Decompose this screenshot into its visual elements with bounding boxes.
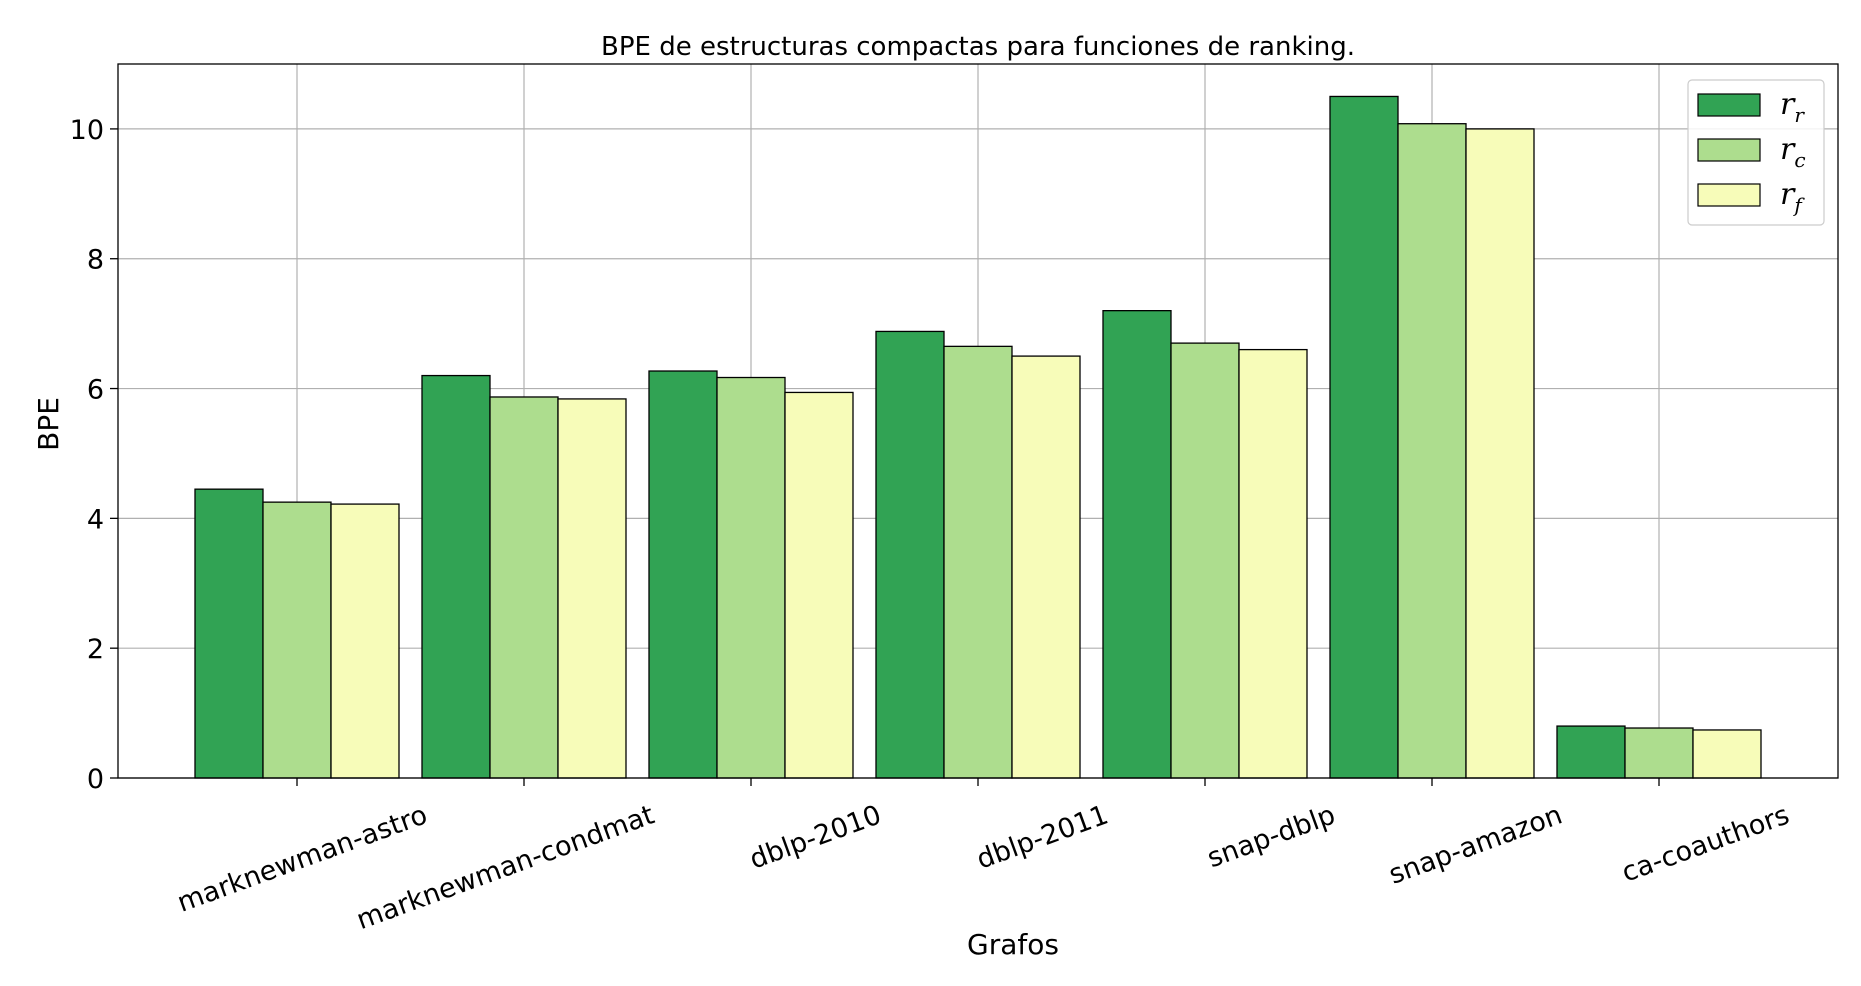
bar-r-snap-dblp	[1102, 310, 1172, 779]
bar-r-ca-coauthors	[1556, 725, 1626, 779]
y-axis: 0 2 4 6 8 10	[70, 115, 118, 795]
legend-label: r	[1780, 132, 1796, 167]
chart-title: BPE de estructuras compactas para funcio…	[601, 32, 1355, 62]
legend-label: r	[1780, 87, 1796, 122]
y-tick-label: 4	[87, 504, 104, 535]
bar-c-dblp-2010	[716, 376, 786, 779]
bar-r-marknewman-condmat	[421, 374, 491, 779]
bar-c-marknewman-condmat	[489, 396, 559, 779]
bar-c-snap-amazon	[1397, 123, 1467, 779]
x-tick-label: snap-amazon	[1385, 799, 1566, 890]
legend-subscript: r	[1794, 103, 1805, 127]
bar-c-dblp-2011	[943, 345, 1013, 779]
bar-f-snap-dblp	[1238, 348, 1308, 779]
bar-f-dblp-2011	[1011, 355, 1081, 779]
legend-entry: rc	[1780, 132, 1806, 172]
bar-r-dblp-2011	[875, 330, 945, 779]
x-tick-label: dblp-2011	[973, 799, 1113, 875]
y-tick-label: 8	[87, 245, 104, 276]
legend-swatch	[1697, 138, 1761, 162]
bar-f-marknewman-astro	[330, 503, 400, 779]
bar-r-snap-amazon	[1329, 95, 1399, 779]
y-axis-label: BPE	[32, 397, 65, 451]
bar-f-dblp-2010	[784, 391, 854, 779]
legend-label: r	[1780, 177, 1796, 212]
y-tick-label: 6	[87, 375, 104, 406]
bar-f-ca-coauthors	[1692, 729, 1762, 779]
x-axis-label: Grafos	[967, 928, 1059, 961]
bars	[194, 95, 1762, 779]
legend-swatch	[1697, 93, 1761, 117]
x-tick-label: dblp-2010	[746, 799, 886, 875]
y-tick-label: 10	[70, 115, 104, 146]
y-tick-label: 2	[87, 634, 104, 665]
bar-f-marknewman-condmat	[557, 398, 627, 779]
bar-r-marknewman-astro	[194, 488, 264, 779]
bar-r-dblp-2010	[648, 370, 718, 779]
x-tick-label: snap-dblp	[1203, 799, 1339, 874]
x-tick-label: ca-coauthors	[1618, 799, 1794, 888]
bar-c-ca-coauthors	[1624, 727, 1694, 779]
legend-subscript: c	[1794, 148, 1805, 172]
legend-swatch	[1697, 183, 1761, 207]
legend-entry: rr	[1780, 87, 1805, 127]
bar-c-marknewman-astro	[262, 501, 332, 779]
bar-f-snap-amazon	[1465, 128, 1535, 779]
bar-c-snap-dblp	[1170, 342, 1240, 779]
y-tick-label: 0	[87, 764, 104, 795]
